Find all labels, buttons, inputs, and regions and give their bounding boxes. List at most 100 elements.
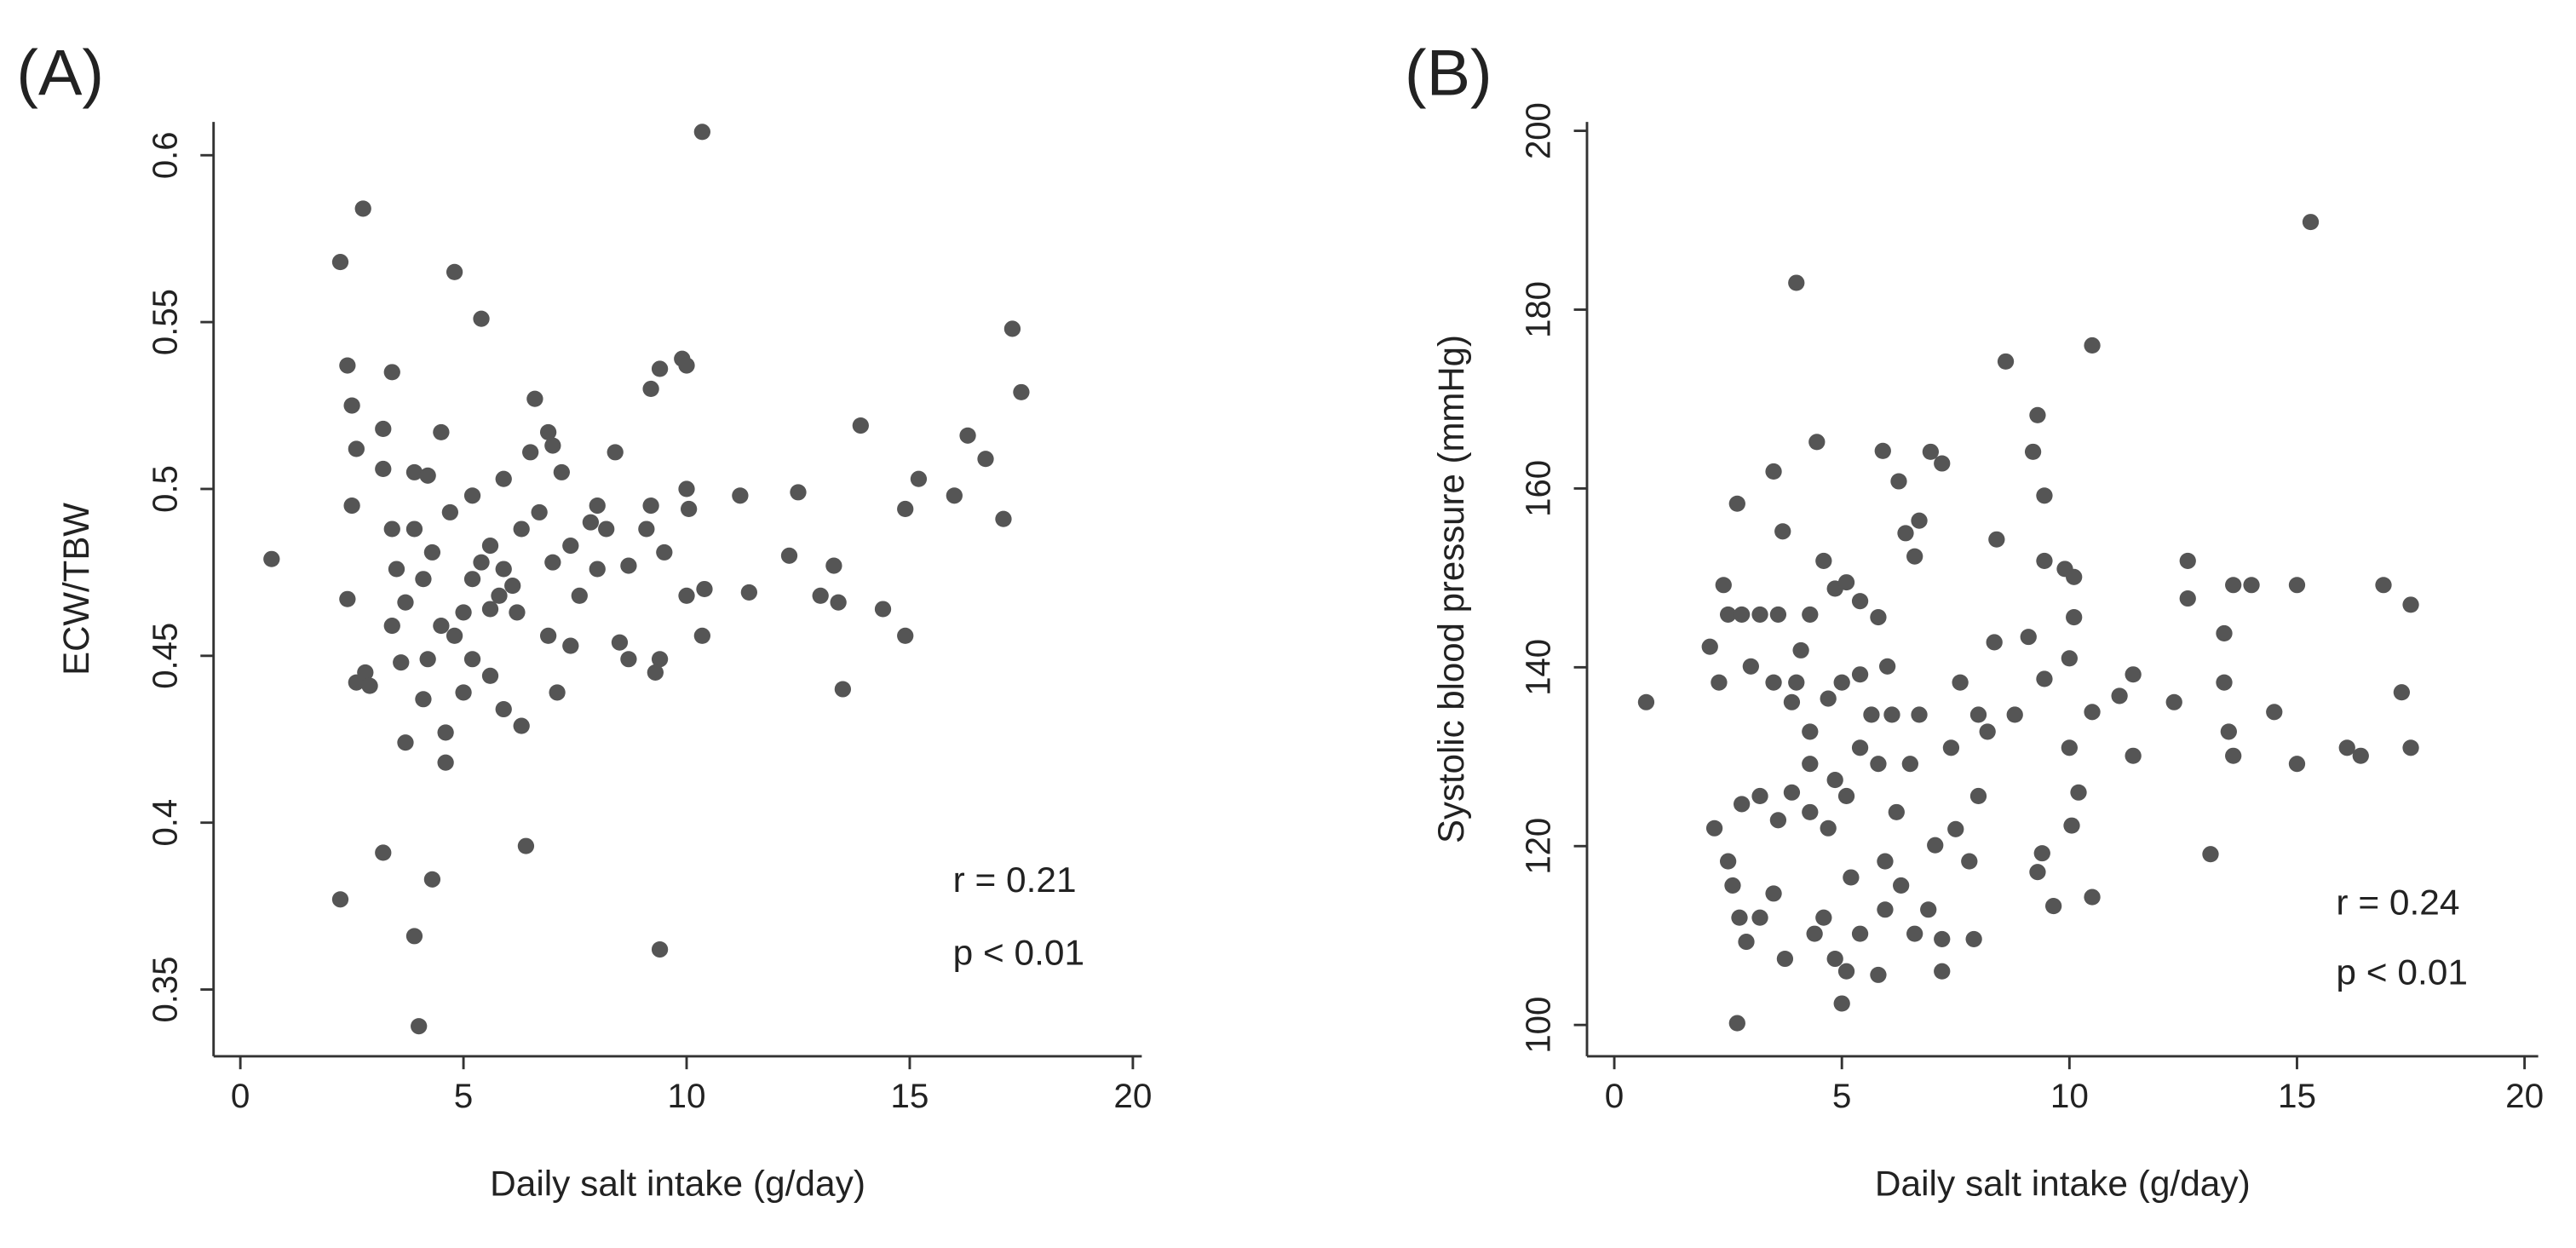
data-point — [1826, 950, 1843, 968]
data-point — [2165, 693, 2182, 710]
data-point — [1774, 523, 1791, 540]
x-tick-label: 5 — [454, 1077, 474, 1115]
y-tick-label: 200 — [1520, 102, 1558, 159]
data-point — [1851, 925, 1869, 942]
data-point — [522, 444, 539, 461]
data-point — [1979, 723, 1996, 740]
x-tick-label: 5 — [1832, 1077, 1852, 1115]
data-point — [1728, 495, 1745, 512]
data-point — [1776, 950, 1794, 968]
data-point — [598, 520, 615, 538]
data-point — [513, 520, 530, 538]
data-point — [2402, 596, 2419, 613]
data-point — [1783, 693, 1801, 710]
data-point — [693, 124, 710, 141]
data-point — [1742, 658, 1759, 675]
data-point — [874, 601, 892, 618]
data-point — [2216, 624, 2233, 641]
data-point — [463, 487, 481, 504]
data-point — [354, 200, 371, 217]
data-point — [1837, 574, 1855, 591]
data-point — [1738, 934, 1755, 951]
data-point — [651, 360, 669, 377]
data-point — [513, 717, 530, 734]
data-point — [2084, 704, 2101, 721]
data-point — [1705, 820, 1723, 837]
data-point — [539, 627, 557, 644]
y-tick-label: 160 — [1520, 460, 1558, 517]
data-point — [1942, 739, 1960, 756]
data-point — [910, 470, 928, 487]
data-point — [1769, 812, 1787, 829]
data-point — [263, 550, 280, 567]
data-point — [544, 437, 561, 454]
data-point — [1820, 820, 1837, 837]
data-point — [812, 587, 829, 604]
data-point — [437, 754, 454, 771]
data-point — [1833, 674, 1850, 691]
data-point — [1911, 512, 1928, 529]
annotation: p < 0.01 — [2336, 952, 2467, 992]
data-point — [582, 514, 600, 531]
data-point — [1906, 548, 1923, 565]
x-axis-title: Daily salt intake (g/day) — [1875, 1164, 2251, 1204]
data-point — [1833, 995, 1850, 1012]
data-point — [2338, 739, 2355, 756]
data-point — [1751, 787, 1768, 805]
data-point — [2402, 739, 2419, 756]
y-tick-label: 0.4 — [146, 799, 184, 847]
data-point — [495, 470, 512, 487]
data-point — [1920, 901, 1937, 918]
data-point — [1802, 606, 1819, 623]
data-point — [331, 254, 349, 271]
data-point — [1906, 925, 1923, 942]
data-point — [790, 484, 807, 501]
data-point — [473, 554, 490, 571]
data-point — [1701, 638, 1718, 655]
annotation: r = 0.24 — [2336, 883, 2459, 923]
data-point — [455, 604, 472, 621]
y-tick-label: 100 — [1520, 997, 1558, 1054]
data-point — [1934, 930, 1951, 947]
data-point — [2179, 589, 2196, 607]
data-point — [1751, 909, 1768, 926]
data-point — [1765, 463, 1782, 480]
data-point — [509, 604, 526, 621]
data-point — [1802, 803, 1819, 820]
data-point — [423, 871, 441, 888]
data-point — [1802, 756, 1819, 773]
data-point — [446, 627, 463, 644]
data-point — [411, 1018, 428, 1035]
data-point — [2066, 568, 2083, 585]
data-point — [437, 724, 454, 741]
data-point — [1965, 930, 1982, 947]
data-point — [1947, 820, 1964, 837]
data-point — [1870, 756, 1887, 773]
data-point — [2352, 747, 2369, 764]
data-point — [2375, 577, 2392, 594]
data-point — [1851, 739, 1869, 756]
y-tick-label: 0.5 — [146, 465, 184, 513]
data-point — [1934, 963, 1951, 980]
data-point — [1922, 443, 1940, 460]
data-point — [1988, 531, 2005, 548]
data-point — [1013, 383, 1030, 400]
data-point — [830, 594, 847, 611]
data-point — [2029, 406, 2046, 423]
data-point — [1874, 442, 1891, 459]
data-point — [1765, 674, 1782, 691]
data-point — [517, 837, 535, 854]
data-point — [651, 651, 669, 668]
data-point — [1934, 455, 1951, 472]
data-point — [553, 463, 570, 480]
data-point — [1728, 1015, 1745, 1032]
data-point — [2111, 687, 2128, 705]
data-point — [589, 561, 606, 578]
data-point — [1863, 706, 1880, 723]
data-point — [2066, 609, 2083, 626]
data-point — [562, 538, 579, 555]
data-point — [1877, 853, 1894, 870]
data-point — [1883, 706, 1900, 723]
y-tick-label: 120 — [1520, 818, 1558, 875]
